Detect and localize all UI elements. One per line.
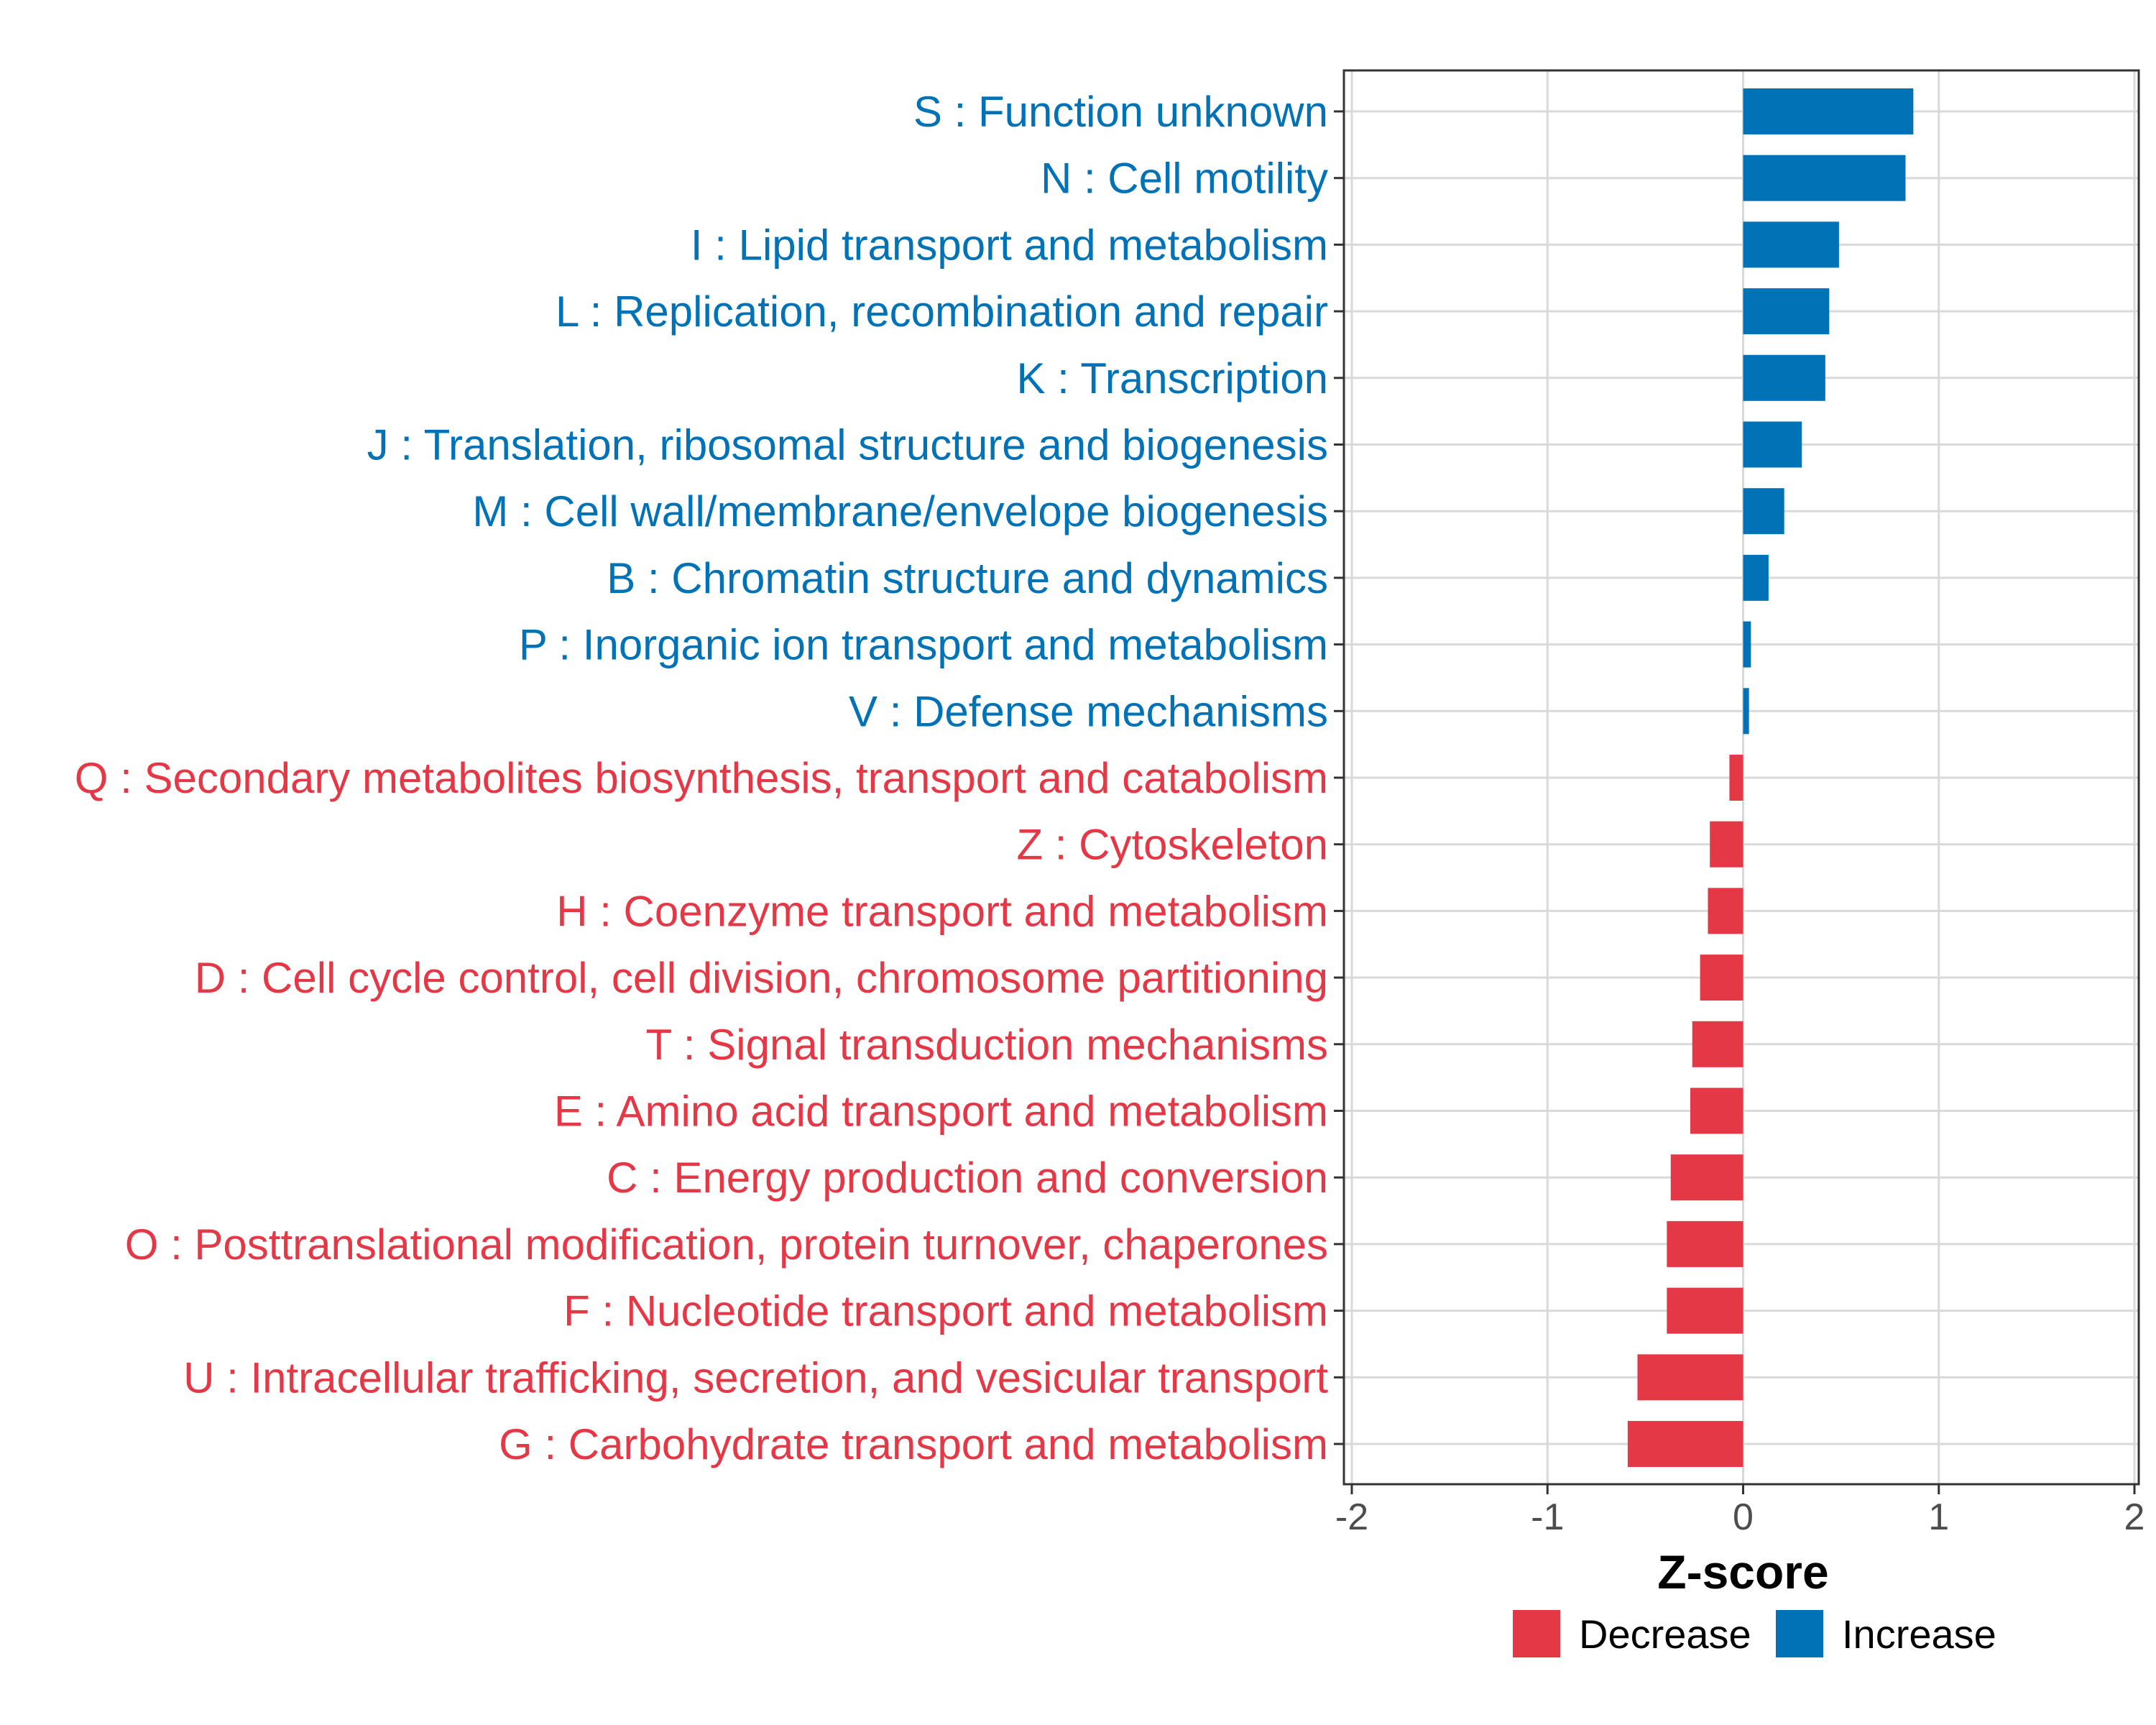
x-axis-ticks: -2 -1 0 1 2 — [1335, 1484, 2145, 1538]
x-tick-label: 0 — [1733, 1496, 1754, 1538]
bar — [1743, 422, 1802, 468]
y-tick-label: C : Energy production and conversion — [607, 1154, 1328, 1202]
bar — [1743, 155, 1906, 201]
bar — [1743, 355, 1825, 401]
legend-label: Increase — [1842, 1611, 1996, 1657]
bar — [1692, 1021, 1743, 1067]
bar — [1743, 288, 1830, 334]
z-score-bar-chart: S : Function unknown N : Cell motility I :… — [0, 0, 2156, 1725]
y-tick-label: Q : Secondary metabolites biosynthesis, … — [75, 754, 1328, 802]
bar — [1710, 822, 1743, 868]
x-tick-label: 2 — [2124, 1496, 2145, 1538]
y-tick-label: M : Cell wall/membrane/envelope biogenes… — [472, 487, 1328, 535]
bar — [1667, 1221, 1743, 1267]
y-tick-label: O : Posttranslational modification, prot… — [125, 1220, 1328, 1269]
legend-swatch — [1776, 1610, 1823, 1657]
bar — [1743, 488, 1784, 534]
y-tick-label: V : Defense mechanisms — [849, 687, 1328, 735]
y-tick-label: G : Carbohydrate transport and metabolis… — [499, 1420, 1328, 1468]
x-tick-label: 1 — [1928, 1496, 1949, 1538]
bar — [1743, 622, 1751, 668]
bar — [1743, 221, 1839, 267]
y-tick-label: U : Intracellular trafficking, secretion… — [183, 1353, 1328, 1402]
y-axis-category-labels: S : Function unknown N : Cell motility I :… — [75, 88, 1329, 1468]
x-tick-label: -2 — [1335, 1496, 1368, 1538]
y-tick-label: E : Amino acid transport and metabolism — [554, 1087, 1328, 1136]
legend-label: Decrease — [1579, 1611, 1751, 1657]
y-tick-label: H : Coenzyme transport and metabolism — [556, 887, 1328, 935]
x-tick-label: -1 — [1531, 1496, 1564, 1538]
bar — [1708, 888, 1743, 934]
legend: Decrease Increase — [1513, 1610, 1996, 1657]
y-tick-label: F : Nucleotide transport and metabolism — [563, 1287, 1328, 1335]
y-tick-label: J : Translation, ribosomal structure and… — [367, 421, 1328, 469]
bar — [1671, 1154, 1743, 1200]
bar — [1743, 555, 1769, 601]
y-axis-ticks — [1334, 111, 1344, 1444]
bar — [1637, 1354, 1743, 1400]
bar — [1628, 1421, 1743, 1467]
legend-swatch — [1513, 1610, 1560, 1657]
y-tick-label: B : Chromatin structure and dynamics — [607, 554, 1328, 602]
y-tick-label: P : Inorganic ion transport and metaboli… — [519, 621, 1328, 669]
y-tick-label: T : Signal transduction mechanisms — [646, 1021, 1328, 1069]
y-tick-label: I : Lipid transport and metabolism — [691, 221, 1328, 269]
bar — [1690, 1088, 1743, 1134]
y-tick-label: K : Transcription — [1016, 354, 1328, 402]
x-axis-title: Z-score — [1657, 1545, 1828, 1598]
bar — [1743, 88, 1914, 134]
y-tick-label: Z : Cytoskeleton — [1016, 821, 1328, 869]
bar — [1729, 755, 1743, 801]
y-tick-label: D : Cell cycle control, cell division, c… — [195, 954, 1328, 1002]
y-tick-label: N : Cell motility — [1041, 155, 1328, 203]
bar — [1667, 1288, 1743, 1334]
bar — [1743, 688, 1749, 734]
y-tick-label: S : Function unknown — [913, 88, 1328, 136]
y-tick-label: L : Replication, recombination and repai… — [556, 288, 1328, 336]
bar — [1700, 954, 1743, 1000]
